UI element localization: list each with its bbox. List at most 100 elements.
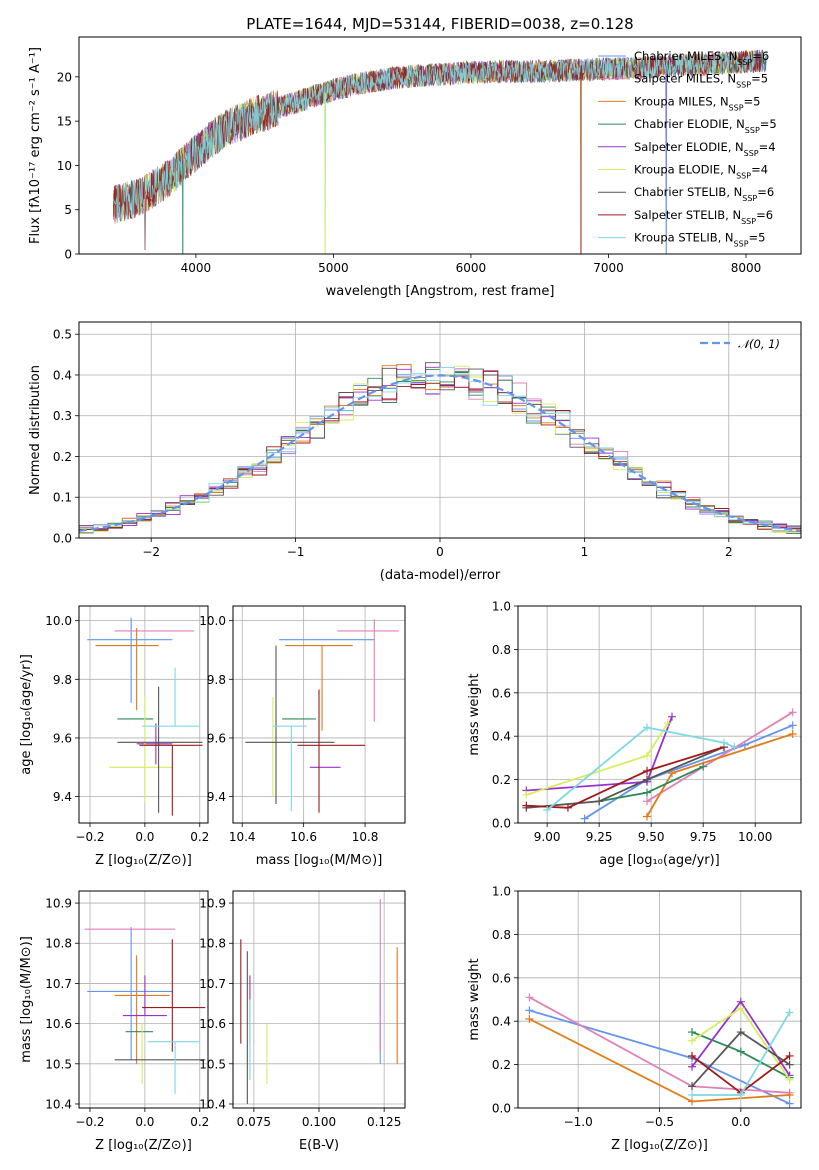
legend-entry-salpeter_elodie: Salpeter ELODIE, NSSP=4 [634, 140, 776, 158]
y-tick-label: 9.4 [207, 790, 226, 804]
weight-marker-kroupa_stelib [720, 738, 729, 747]
histogram-kroupa_stelib [79, 366, 801, 534]
x-axis-label: age [log₁₀(age/yr)] [599, 853, 720, 868]
legend-entry-chabrier_miles: Chabrier MILES, NSSP=6 [634, 49, 769, 67]
weight-marker-chabrier_elodie [643, 788, 652, 797]
y-axis-label: mass weight [467, 958, 482, 1040]
x-tick-label: 0.0 [135, 830, 154, 844]
weight-marker-kroupa_miles [785, 1090, 794, 1099]
weight-marker-chabrier_miles [788, 721, 797, 730]
panel-weight-vs-age: 9.00 9.25 9.50 9.75 10.00 0.0 0.2 0.4 0.6 0.8 1.0 a… [467, 600, 802, 868]
weight-marker-kroupa_elodie [522, 790, 531, 799]
y-tick-label: 0.2 [53, 450, 72, 464]
panel-weight-vs-z: −1.0 −0.5 0.0 0.0 0.2 0.4 0.6 0.8 1.0 Z [log₁₀(Z/… [467, 885, 802, 1153]
weight-marker-salpeter_stelib [643, 766, 652, 775]
weight-marker-salpeter_stelib [785, 1051, 794, 1060]
axes-frame [78, 605, 209, 824]
plot-area [233, 891, 405, 1108]
y-tick-label: 10.5 [199, 1057, 226, 1071]
axes-frame [517, 890, 802, 1109]
y-tick-label: 9.6 [207, 731, 226, 745]
weight-marker-salpeter_stelib [522, 801, 531, 810]
y-tick-label: 0.0 [53, 532, 72, 546]
plot-area [518, 891, 801, 1108]
weight-marker-chabrier_elodie [736, 1047, 745, 1056]
weight-marker-kroupa_elodie [688, 1036, 697, 1045]
plot-area [233, 606, 405, 823]
weight-marker-kroupa_stelib [543, 805, 552, 814]
y-tick-label: 10 [57, 159, 72, 173]
x-tick-label: 0.0 [135, 1115, 154, 1129]
weight-marker-kroupa_miles [525, 1015, 534, 1024]
x-tick-label: 10.4 [229, 830, 256, 844]
weight-marker-kroupa_stelib [736, 1090, 745, 1099]
weight-marker-salpeter_miles [525, 993, 534, 1002]
legend-entry-salpeter_stelib: Salpeter STELIB, NSSP=6 [634, 208, 773, 226]
y-tick-label: 10.8 [199, 937, 226, 951]
y-tick-label: 10.5 [45, 1057, 72, 1071]
x-tick-label: 0.2 [190, 1115, 209, 1129]
chart-title: PLATE=1644, MJD=53144, FIBERID=0038, z=0… [246, 15, 633, 33]
x-axis-label: Z [log₁₀(Z/Z⊙)] [95, 1138, 192, 1153]
x-tick-label: −2 [142, 545, 160, 559]
weight-marker-kroupa_elodie [663, 719, 672, 728]
y-tick-label: 0.2 [492, 1058, 511, 1072]
weight-marker-salpeter_elodie [688, 1062, 697, 1071]
weight-marker-chabrier_stelib [643, 775, 652, 784]
y-tick-label: 9.4 [53, 790, 72, 804]
weight-line-kroupa_miles [646, 733, 793, 817]
y-tick-label: 10.6 [199, 1017, 226, 1031]
weight-marker-salpeter_miles [788, 708, 797, 717]
y-tick-label: 10.0 [45, 614, 72, 628]
y-tick-label: 10.7 [45, 977, 72, 991]
weight-line-chabrier_miles [584, 724, 794, 820]
y-tick-label: 0.2 [492, 773, 511, 787]
weight-line-kroupa_stelib [546, 726, 735, 811]
weight-marker-chabrier_stelib [688, 1082, 697, 1091]
weight-marker-salpeter_stelib [688, 1051, 697, 1060]
weight-marker-salpeter_elodie [667, 712, 676, 721]
y-tick-label: 9.8 [53, 673, 72, 687]
y-tick-label: 10.8 [45, 937, 72, 951]
y-tick-label: 1.0 [492, 885, 511, 899]
x-tick-label: 5000 [318, 261, 349, 275]
plot-area [113, 49, 767, 254]
axes-frame [232, 605, 406, 824]
plot-area [79, 606, 208, 823]
y-tick-label: 0.1 [53, 491, 72, 505]
histogram-salpeter_stelib [79, 370, 801, 531]
y-tick-label: 9.8 [207, 673, 226, 687]
y-tick-label: 10.7 [199, 977, 226, 991]
x-tick-label: 10.6 [290, 830, 317, 844]
axes-frame [78, 890, 209, 1109]
panel-spectrum: 4000 5000 6000 7000 8000 0 5 10 15 20 wavelength [… [28, 15, 802, 299]
y-tick-label: 0.0 [492, 1102, 511, 1116]
x-axis-label: Z [log₁₀(Z/Z⊙)] [95, 853, 192, 868]
x-tick-label: 9.00 [534, 830, 561, 844]
x-tick-label: 2 [725, 545, 733, 559]
legend-entry-kroupa_miles: Kroupa MILES, NSSP=5 [634, 94, 760, 112]
x-tick-label: 0.0 [731, 1115, 750, 1129]
x-axis-label: wavelength [Angstrom, rest frame] [326, 284, 555, 299]
y-tick-label: 10.9 [199, 897, 226, 911]
y-tick-label: 10.4 [199, 1097, 226, 1111]
x-tick-label: 9.25 [586, 830, 613, 844]
y-tick-label: 0.0 [492, 817, 511, 831]
panel-mass-vs-ebv: 0.075 0.100 0.125 10.4 10.5 10.6 10.7 10.8 10.9 E… [199, 890, 406, 1153]
y-tick-label: 10.4 [45, 1097, 72, 1111]
weight-marker-chabrier_stelib [595, 797, 604, 806]
y-tick-label: 0.6 [492, 686, 511, 700]
x-axis-label: E(B-V) [299, 1138, 339, 1153]
weight-marker-kroupa_stelib [688, 1090, 697, 1099]
weight-marker-kroupa_miles [667, 769, 676, 778]
weight-marker-kroupa_stelib [730, 743, 739, 752]
axes-frame [78, 321, 802, 539]
weight-marker-kroupa_stelib [785, 1008, 794, 1017]
y-tick-label: 9.6 [53, 731, 72, 745]
y-tick-label: 0.5 [53, 328, 72, 342]
legend-entry-gaussian: 𝒩(0, 1) [738, 337, 780, 351]
x-tick-label: 0.100 [302, 1115, 336, 1129]
weight-marker-kroupa_stelib [643, 723, 652, 732]
y-tick-label: 0.4 [492, 730, 511, 744]
panel-residuals: −2 −1 0 1 2 0.0 0.1 0.2 0.3 0.4 0.5 (data-model)/er… [28, 321, 802, 583]
